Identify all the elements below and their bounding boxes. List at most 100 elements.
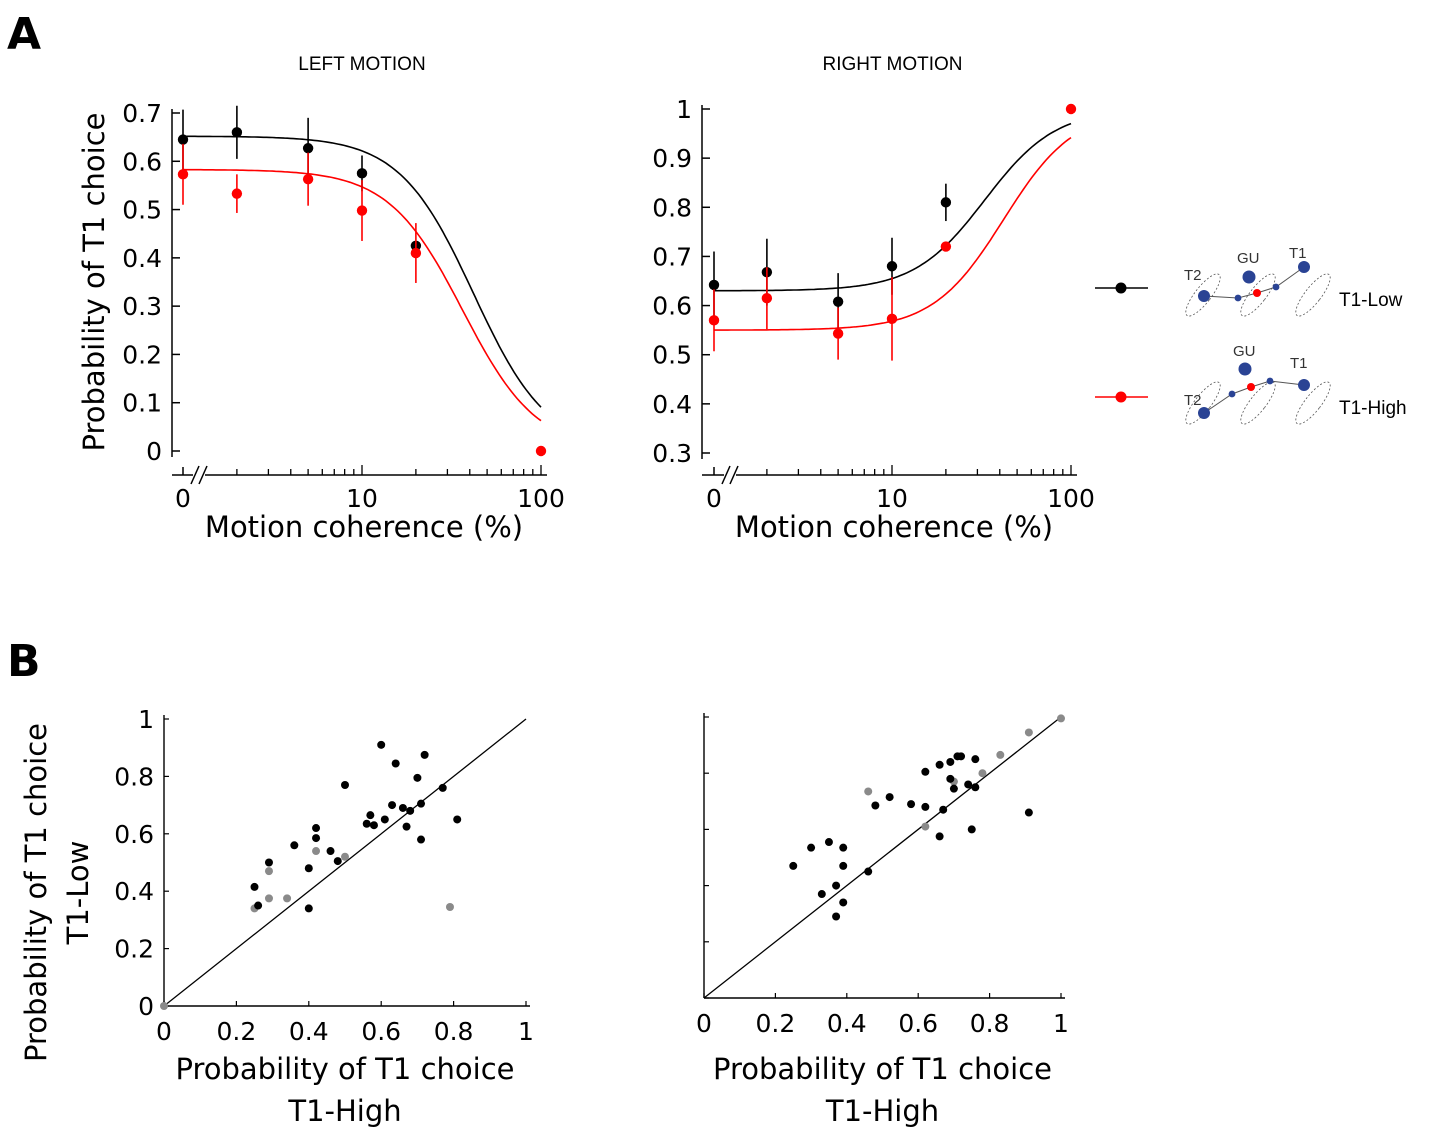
x-tick-label: 0.4 [289, 1017, 329, 1046]
y-tick-label: 0.8 [114, 762, 154, 791]
fixation-dot [1247, 383, 1255, 391]
y-tick-label: 0.6 [122, 147, 162, 176]
y-tick-label: 1 [676, 95, 692, 124]
gu-dot [1242, 270, 1256, 284]
scatter-point-black [380, 815, 389, 824]
scatter-point-black [406, 806, 415, 815]
y-tick-label: 1 [138, 705, 154, 734]
scatter-point-black [438, 783, 447, 792]
scatter-point-gray [264, 867, 273, 876]
scatter-point-black [971, 783, 980, 792]
y-tick-label: 0.6 [652, 292, 692, 321]
scatter-point-black [326, 847, 335, 856]
legend-icon-high: T2 GU T1 [1184, 343, 1331, 425]
scatter-point-gray [312, 847, 321, 856]
unity-line [703, 716, 1062, 999]
target-dot [1298, 379, 1310, 391]
data-point-low [832, 296, 844, 307]
receptive-field-ellipse [1240, 273, 1276, 317]
scatter-point-black [946, 774, 955, 783]
scatter-point-black [832, 881, 841, 890]
y-tick-label: 0.3 [122, 292, 162, 321]
scatter-point-black [964, 780, 973, 789]
axis-break-mark [198, 465, 208, 485]
y-axis-label-line2: T1-Low [61, 841, 95, 946]
y-tick-label: 0.5 [652, 341, 692, 370]
scatter-point-black [402, 822, 411, 831]
x-axis-label-line2: T1-High [825, 1094, 939, 1128]
x-tick-label: 0.8 [434, 1017, 474, 1046]
scatter-point-black [839, 843, 848, 852]
scatter-point-black [417, 835, 426, 844]
y-tick-label: 0 [146, 437, 162, 466]
unity-line [163, 718, 527, 1007]
condition-legend: T1-Low T1-High T2 GU T1 T2 GU T1 [1095, 245, 1407, 425]
receptive-field-ellipse [1295, 273, 1331, 317]
gu-dot [1238, 362, 1252, 376]
data-point-low [708, 279, 720, 291]
data-point-low [940, 197, 952, 208]
t1-label: T1 [1289, 245, 1307, 262]
scatter-point-gray [921, 822, 930, 831]
y-tick-label: 0.2 [114, 935, 154, 964]
data-point-high [832, 328, 844, 339]
scatter-point-gray [160, 1002, 168, 1010]
x-tick-label: 0.6 [898, 1009, 938, 1038]
x-tick-label: 0.6 [361, 1017, 401, 1046]
scatter-point-black [967, 825, 976, 834]
t2-label: T2 [1184, 392, 1202, 409]
scatter-point-gray [978, 769, 987, 778]
scatter-point-black [264, 858, 273, 867]
scatter-point-black [304, 904, 313, 913]
data-point-low [302, 143, 314, 154]
gu-label: GU [1237, 250, 1260, 267]
chart-title: LEFT MOTION [298, 54, 425, 75]
y-tick-label: 0.8 [652, 193, 692, 222]
x-tick-label: 0.4 [827, 1009, 867, 1038]
data-point-high [302, 173, 314, 185]
x-tick-label: 10 [346, 484, 378, 513]
target-dot [1298, 261, 1310, 273]
scatter-point-black [839, 861, 848, 870]
scatter-point-black [832, 912, 841, 921]
panel-letter-b: B [7, 636, 41, 687]
x-tick-label: 0 [156, 1017, 172, 1046]
scatter-point-black [949, 784, 958, 793]
scatter-point-black [871, 801, 880, 810]
scatter-point-gray [445, 902, 454, 911]
x-tick-label: 0 [175, 484, 191, 513]
scatter-point-black [921, 802, 930, 811]
fixation-dot [1253, 289, 1261, 297]
x-axis-label: Motion coherence (%) [205, 510, 523, 544]
gu-label: GU [1233, 343, 1256, 360]
scatter-point-black [388, 801, 397, 810]
scatter-point-black [362, 819, 371, 828]
scatter-point-black [971, 755, 980, 764]
chart-title: RIGHT MOTION [822, 54, 962, 75]
data-point-high [356, 205, 368, 216]
data-point-low [356, 168, 368, 179]
x-tick-label: 100 [517, 484, 565, 513]
receptive-field-ellipse [1240, 381, 1276, 425]
scatter-point-gray [864, 787, 873, 796]
scatter-point-black [333, 857, 342, 866]
y-tick-label: 0.5 [122, 196, 162, 225]
data-point-high [231, 188, 243, 199]
scatter-point-black [391, 759, 400, 768]
t1-label: T1 [1290, 355, 1308, 372]
scatter-point-black [939, 805, 948, 814]
scatter-point-black [907, 800, 916, 809]
scatter-point-black [946, 757, 955, 766]
axis-break-mark [729, 465, 739, 485]
x-tick-label: 0.2 [217, 1017, 257, 1046]
y-tick-label: 0.4 [652, 390, 692, 419]
scatter-point-gray [264, 894, 273, 903]
scatter-point-black [312, 834, 321, 843]
scatter-point-black [413, 773, 422, 782]
data-point-high [708, 315, 720, 326]
data-point-low [231, 127, 243, 138]
data-point-low [886, 261, 898, 272]
legend-marker-low [1115, 282, 1127, 294]
scatter-point-gray [1024, 728, 1033, 737]
